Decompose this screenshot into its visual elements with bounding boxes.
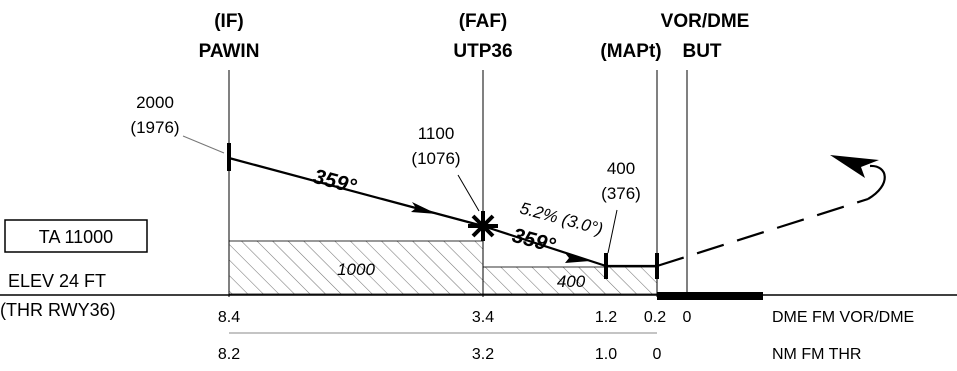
mapt-altitude-leader [607, 209, 618, 254]
dme-value: 3.4 [472, 309, 494, 326]
if-altitude: 2000 [136, 93, 174, 112]
faf-altitude-leader [457, 174, 480, 212]
faf-star-icon [468, 211, 498, 241]
dme-value: 1.2 [595, 309, 617, 326]
descent-path-final [482, 224, 607, 268]
faf-height: (1076) [411, 149, 460, 168]
path-arrow-final [565, 253, 590, 263]
course-label-initial: 359° [311, 165, 359, 199]
oca-final-label: 400 [557, 272, 586, 291]
missed-approach-turn [867, 164, 886, 200]
dme-value: 0.2 [644, 309, 666, 326]
thr-value: 3.2 [472, 346, 494, 363]
transition-altitude-box [4, 219, 148, 253]
oca-initial-segment [228, 240, 484, 295]
vor-fix-name: BUT [682, 41, 721, 62]
transition-altitude: TA 11000 [39, 227, 113, 247]
thr-scale-label: NM FM THR [772, 346, 861, 363]
if-height: (1976) [130, 118, 179, 137]
descent-path-initial [228, 156, 484, 228]
thr-value: 8.2 [218, 346, 240, 363]
threshold-label: (THR RWY36) [0, 300, 116, 320]
faf-role-label: (FAF) [459, 11, 508, 32]
path-arrow-initial [411, 202, 437, 214]
if-altitude-leader [182, 135, 225, 154]
thr-value: 1.0 [595, 346, 617, 363]
dme-value: 0 [683, 309, 692, 326]
mapt-altitude: 400 [607, 159, 635, 178]
oca-initial-label: 1000 [337, 260, 375, 279]
course-label-final: 359° [510, 224, 558, 258]
oca-final-segment [482, 266, 658, 295]
faf-fix-name: UTP36 [453, 41, 512, 62]
faf-altitude: 1100 [418, 124, 455, 143]
dme-scale-label: DME FM VOR/DME [772, 309, 914, 326]
mapt-height: (376) [601, 184, 641, 203]
dme-value: 8.4 [218, 309, 240, 326]
runway-bar [657, 292, 763, 300]
aerodrome-elevation: ELEV 24 FT [8, 271, 106, 291]
if-fix-name: PAWIN [199, 41, 260, 62]
if-role-label: (IF) [214, 11, 244, 32]
mapt-role-label: (MAPt) [600, 41, 661, 62]
missed-approach-arrow-icon [830, 155, 879, 178]
thr-value: 0 [653, 346, 662, 363]
missed-approach-path [656, 197, 869, 268]
vor-role-label: VOR/DME [661, 11, 750, 32]
